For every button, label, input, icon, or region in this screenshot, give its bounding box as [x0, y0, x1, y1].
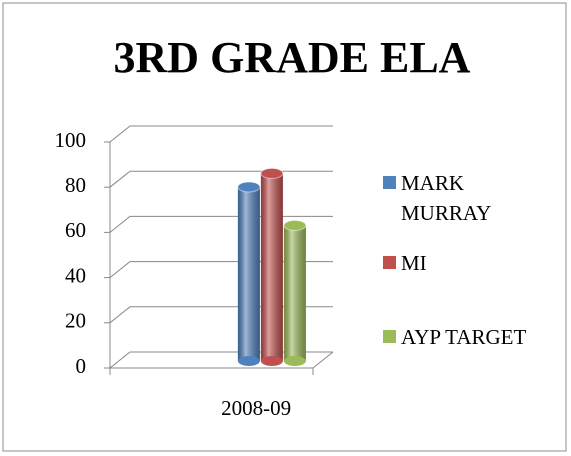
x-tick-label: 2008-09 [221, 396, 291, 420]
bar-shade [283, 225, 306, 361]
bar [260, 167, 284, 366]
bar-bottom [283, 356, 306, 366]
chart-title: 3RD GRADE ELA [114, 33, 471, 82]
grid-line [109, 125, 333, 143]
bar [283, 219, 307, 366]
y-tick-label: 0 [76, 354, 87, 378]
bar-bottom [237, 356, 260, 366]
legend-label: MI [401, 251, 427, 275]
plot-area: 0 20 40 60 80 100 2008-09 [55, 125, 334, 420]
y-tick-label: 80 [65, 173, 86, 197]
legend-swatch [383, 176, 396, 189]
bar-bottom [260, 356, 283, 366]
bar [237, 181, 261, 366]
bar-top [260, 167, 284, 179]
bar-shade [237, 186, 260, 361]
legend-label: AYP TARGET [401, 325, 527, 349]
legend-swatch [383, 330, 396, 343]
legend-label: MARK MURRAY [401, 171, 492, 225]
bar-shade [260, 173, 283, 361]
y-tick-label: 40 [65, 263, 86, 287]
y-tick-label: 20 [65, 309, 86, 333]
y-tick-label: 100 [55, 128, 87, 152]
legend-swatch [383, 256, 396, 269]
bar-top [283, 219, 307, 231]
bar-top [237, 181, 261, 193]
y-tick-label: 60 [65, 218, 86, 242]
